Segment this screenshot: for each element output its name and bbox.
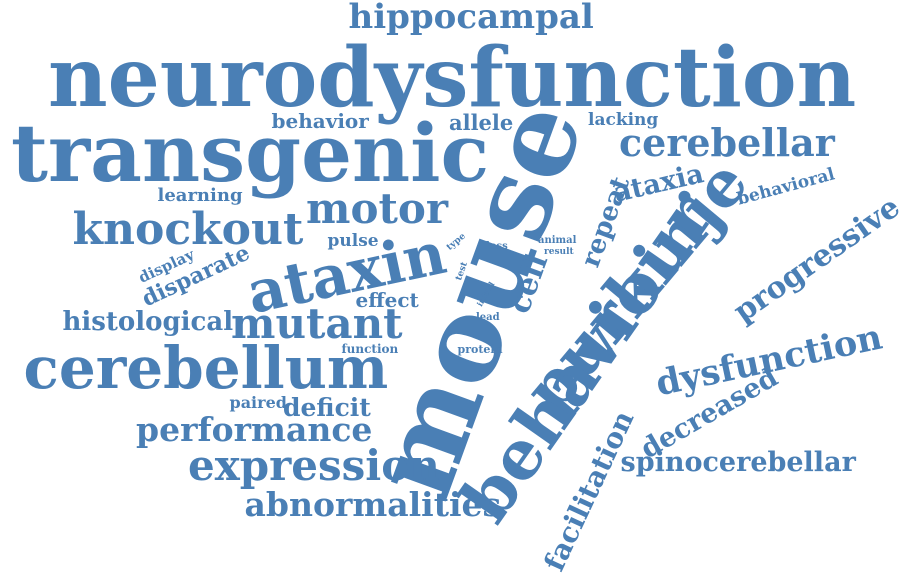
word-effect: effect <box>355 288 419 312</box>
word-transgenic: transgenic <box>11 106 490 200</box>
word-protein: protein <box>457 342 503 356</box>
word-pulse: pulse <box>327 230 379 251</box>
word-neurodysfunction: neurodysfunction <box>48 30 857 126</box>
word-abnormalities: abnormalities <box>244 484 502 524</box>
word-progressive: progressive <box>727 189 900 330</box>
word-function: function <box>341 342 399 356</box>
word-loss: loss <box>486 241 508 252</box>
word-behavior: behavior <box>271 109 369 133</box>
word-cerebellum: cerebellum <box>23 334 389 402</box>
word-cerebellar: cerebellar <box>619 120 835 165</box>
word-histological: histological <box>62 307 234 337</box>
word-deficit: deficit <box>283 392 371 422</box>
word-allele: allele <box>449 109 514 135</box>
word-hippocampal: hippocampal <box>348 0 594 37</box>
word-performance: performance <box>136 409 373 449</box>
word-lacking: lacking <box>588 109 659 130</box>
word-paired: paired <box>229 393 287 412</box>
word-result: result <box>544 246 574 257</box>
word-learning: learning <box>157 185 243 206</box>
word-spinocerebellar: spinocerebellar <box>620 446 856 478</box>
word-expression: expression <box>188 441 440 490</box>
word-mutant: mutant <box>231 299 403 348</box>
word-motor: motor <box>306 184 448 233</box>
word-lead: lead <box>476 312 500 323</box>
word-knockout: knockout <box>72 204 304 255</box>
word-animal: animal <box>538 235 577 246</box>
